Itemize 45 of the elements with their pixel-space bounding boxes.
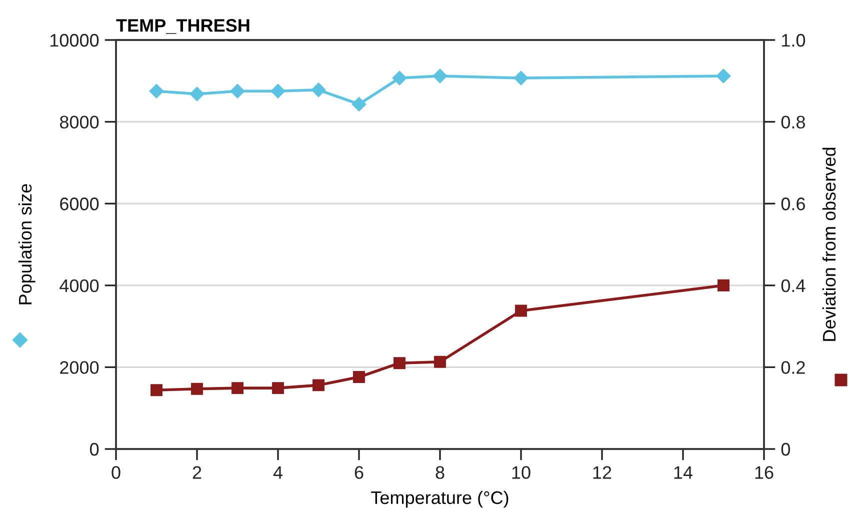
y2-tick-label: 0.8 xyxy=(781,116,805,129)
x-tick-label: 10 xyxy=(512,466,530,479)
point xyxy=(352,96,366,112)
point xyxy=(716,68,731,84)
point xyxy=(272,382,284,394)
y-tick-label: 8000 xyxy=(60,116,99,129)
point xyxy=(394,357,406,370)
point xyxy=(392,70,407,86)
x-tick-label: 14 xyxy=(674,466,693,479)
x-tick-label: 8 xyxy=(436,466,444,479)
y-tick-label: 2000 xyxy=(60,361,99,374)
y-tick-label: 10000 xyxy=(50,34,99,47)
x-axis-title: Temperature (°C) xyxy=(371,490,508,508)
point xyxy=(149,84,164,98)
point xyxy=(432,68,448,84)
y2-tick-label: 0.2 xyxy=(781,361,805,374)
y-axis-title: Population size xyxy=(18,184,36,304)
point xyxy=(191,382,203,395)
point xyxy=(312,379,324,392)
y2-tick-label: 0 xyxy=(781,442,790,456)
x-tick-label: 4 xyxy=(273,466,282,479)
x-tick-label: 6 xyxy=(354,466,364,479)
point xyxy=(270,84,286,98)
point xyxy=(718,279,730,292)
point xyxy=(311,82,326,98)
point xyxy=(353,371,365,383)
x-tick-label: 16 xyxy=(755,466,774,479)
point xyxy=(515,304,527,317)
y-tick-label: 6000 xyxy=(60,198,99,210)
y2-tick-label: 0.6 xyxy=(781,198,805,210)
point xyxy=(514,70,528,86)
y-tick-label: 0 xyxy=(90,442,99,456)
y2-tick-label: 0.4 xyxy=(781,279,806,292)
point xyxy=(190,86,204,102)
point xyxy=(150,384,162,396)
point xyxy=(232,382,244,394)
y2-axis-title: Deviation from observed xyxy=(822,148,836,341)
x-tick-label: 12 xyxy=(593,466,612,479)
y2-tick-label: 1.0 xyxy=(782,34,806,47)
x-tick-label: 0 xyxy=(112,466,120,479)
chart-title: TEMP_THRESH xyxy=(116,19,250,34)
x-tick-label: 2 xyxy=(192,466,202,479)
point xyxy=(434,356,446,368)
y-tick-label: 4000 xyxy=(60,279,99,292)
point xyxy=(230,84,245,98)
